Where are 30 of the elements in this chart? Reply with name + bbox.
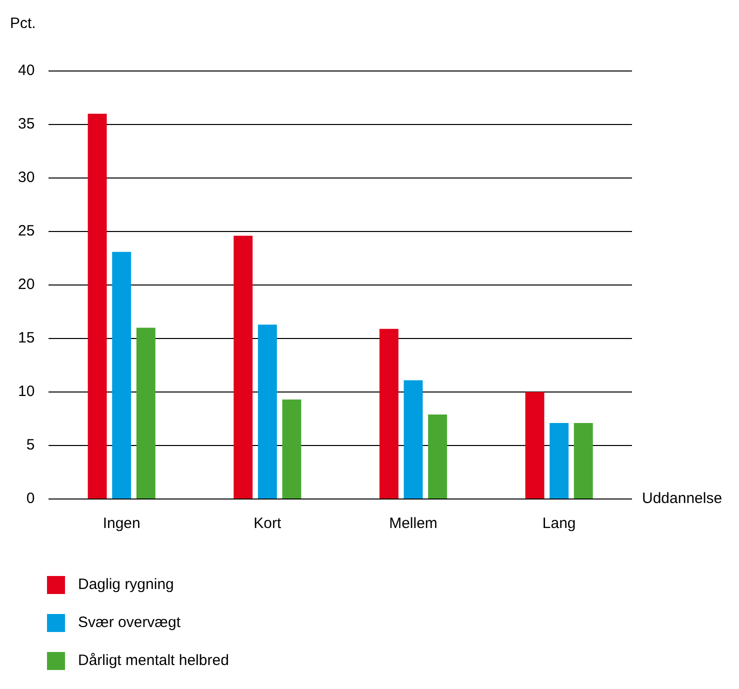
bar: [234, 236, 253, 498]
y-tick-label: 0: [26, 490, 35, 508]
x-tick-label: Mellem: [389, 515, 438, 532]
bar: [550, 423, 569, 498]
y-tick-label: 30: [18, 169, 35, 186]
y-tick-label: 10: [18, 383, 35, 400]
y-axis-title: Pct.: [10, 15, 36, 32]
legend-label: Daglig rygning: [78, 576, 174, 594]
bar: [88, 114, 107, 498]
bar: [404, 380, 423, 498]
x-tick-label: Lang: [542, 515, 576, 532]
bar: [428, 414, 448, 498]
x-tick-label: Kort: [254, 515, 282, 532]
bar: [379, 328, 398, 498]
y-tick-label: 20: [18, 276, 35, 294]
bar: [282, 399, 302, 498]
bar: [525, 392, 544, 498]
legend-label: Svær overvægt: [78, 614, 182, 632]
y-tick-label: 5: [26, 436, 35, 454]
y-tick-label: 15: [18, 330, 35, 347]
y-tick-label: 25: [18, 222, 35, 240]
bar: [112, 252, 132, 498]
bar: [574, 423, 593, 498]
legend-label: Dårligt mentalt helbred: [78, 652, 229, 670]
bar: [136, 328, 156, 498]
bar: [258, 324, 277, 498]
y-tick-label: 35: [18, 116, 35, 133]
x-axis-title: Uddannelse: [642, 490, 722, 508]
x-tick-label: Ingen: [102, 515, 140, 532]
y-tick-label: 40: [18, 62, 35, 80]
